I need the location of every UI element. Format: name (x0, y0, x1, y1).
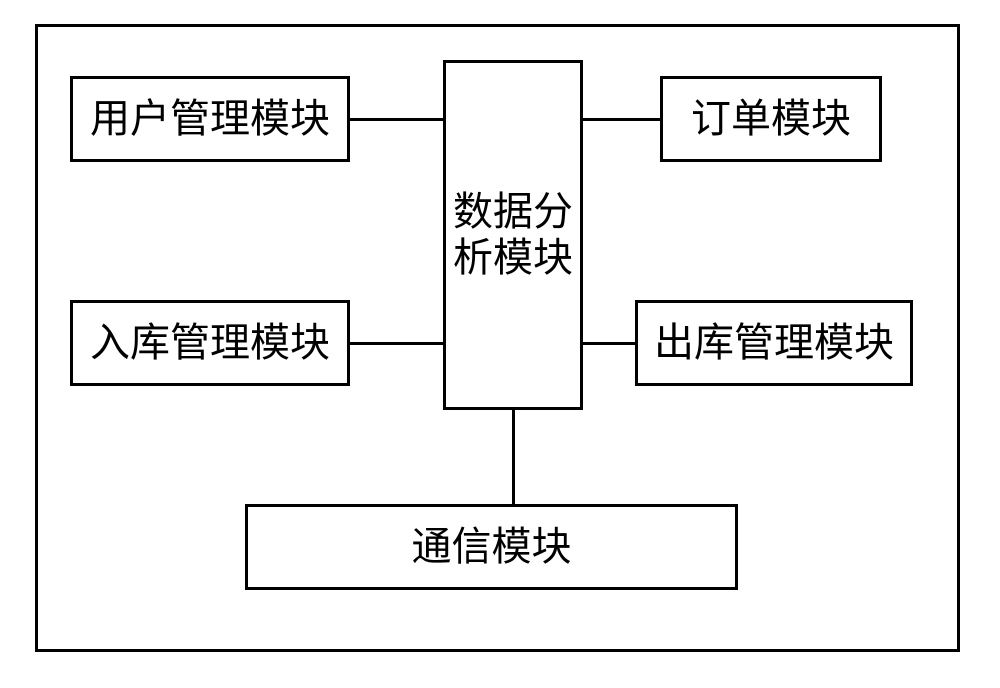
edge-inbound-analysis (350, 342, 443, 345)
node-comm: 通信模块 (245, 504, 738, 590)
edge-analysis-outbound (583, 342, 635, 345)
edge-user_mgmt-analysis (350, 118, 443, 121)
edge-analysis-comm (512, 410, 515, 504)
node-label-user_mgmt: 用户管理模块 (90, 96, 330, 142)
node-label-comm: 通信模块 (412, 524, 572, 570)
node-label-analysis: 数据分 析模块 (453, 189, 573, 281)
edge-analysis-order (583, 118, 660, 121)
node-label-order: 订单模块 (691, 96, 851, 142)
node-inbound: 入库管理模块 (70, 300, 350, 386)
node-outbound: 出库管理模块 (635, 300, 913, 386)
node-order: 订单模块 (660, 76, 882, 162)
node-user_mgmt: 用户管理模块 (70, 76, 350, 162)
node-analysis: 数据分 析模块 (443, 60, 583, 410)
node-label-inbound: 入库管理模块 (90, 320, 330, 366)
node-label-outbound: 出库管理模块 (654, 320, 894, 366)
